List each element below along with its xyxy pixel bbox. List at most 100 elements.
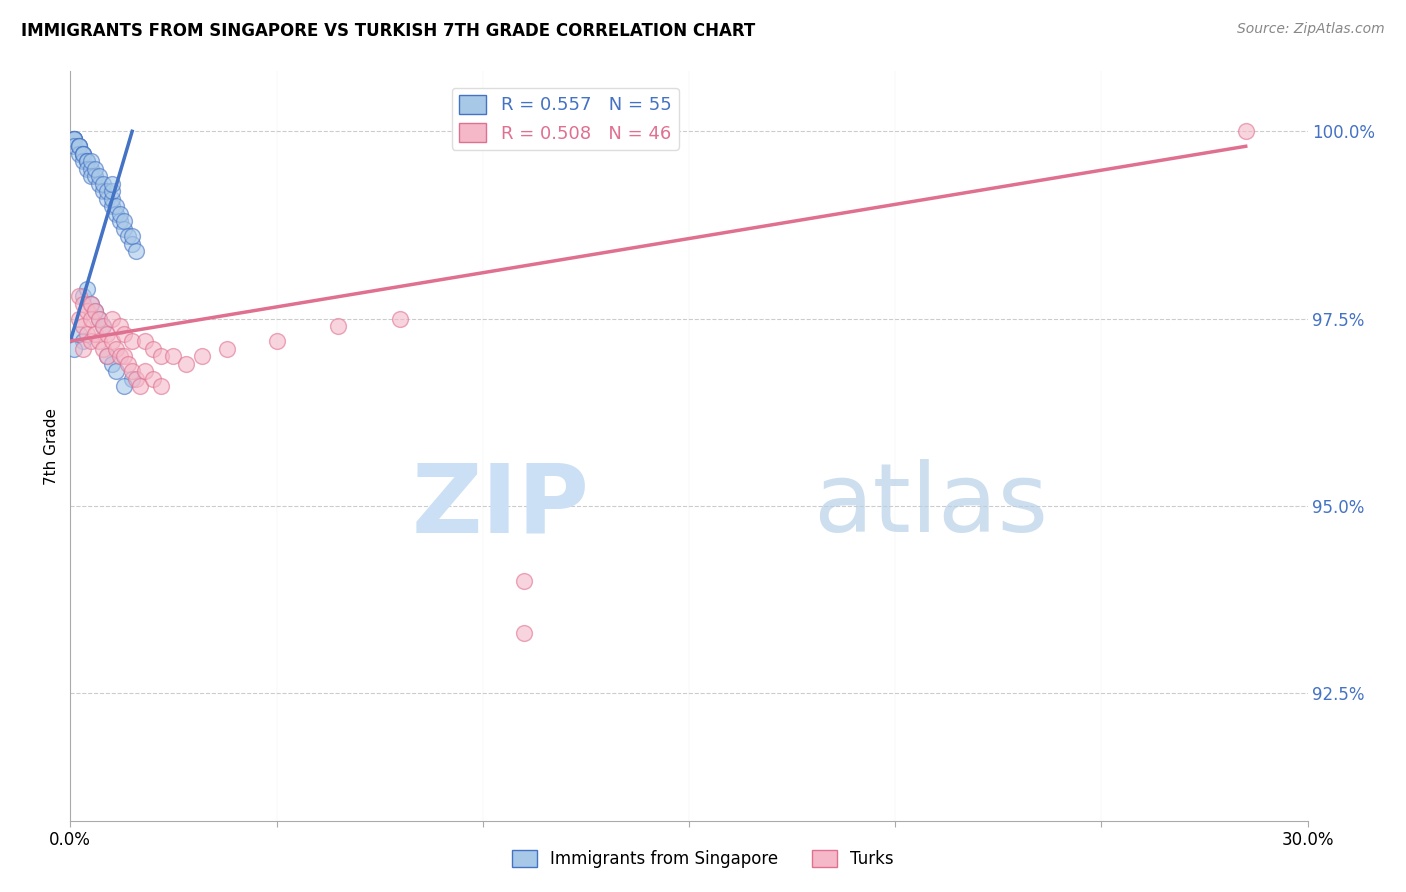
Point: [134, 334, 156, 348]
Point: [63, 342, 86, 356]
Point: [142, 371, 165, 385]
Point: [96, 349, 118, 363]
Point: [150, 349, 173, 363]
Point: [76, 161, 98, 176]
Point: [125, 371, 148, 385]
Point: [89, 334, 111, 348]
Point: [121, 371, 143, 385]
Point: [100, 184, 122, 198]
Point: [96, 184, 118, 198]
Point: [67, 326, 90, 341]
Point: [80, 169, 103, 184]
Point: [72, 319, 94, 334]
Point: [1234, 124, 1257, 138]
Point: [89, 311, 111, 326]
Point: [513, 626, 536, 640]
Point: [150, 379, 173, 393]
Y-axis label: 7th Grade: 7th Grade: [44, 408, 59, 484]
Point: [76, 326, 98, 341]
Point: [112, 379, 135, 393]
Point: [328, 319, 350, 334]
Point: [67, 146, 90, 161]
Point: [100, 334, 122, 348]
Point: [121, 334, 143, 348]
Point: [100, 192, 122, 206]
Point: [91, 184, 114, 198]
Point: [84, 304, 107, 318]
Point: [112, 214, 135, 228]
Point: [91, 319, 114, 334]
Point: [89, 311, 111, 326]
Point: [91, 319, 114, 334]
Point: [112, 221, 135, 235]
Point: [72, 146, 94, 161]
Point: [63, 132, 86, 146]
Text: Source: ZipAtlas.com: Source: ZipAtlas.com: [1237, 22, 1385, 37]
Point: [513, 574, 536, 588]
Point: [191, 349, 214, 363]
Point: [67, 289, 90, 303]
Point: [108, 349, 131, 363]
Point: [129, 379, 152, 393]
Text: atlas: atlas: [813, 459, 1047, 552]
Point: [104, 364, 127, 378]
Point: [108, 319, 131, 334]
Point: [104, 207, 127, 221]
Point: [84, 326, 107, 341]
Point: [91, 177, 114, 191]
Point: [174, 357, 197, 371]
Point: [89, 169, 111, 184]
Point: [80, 161, 103, 176]
Point: [72, 146, 94, 161]
Point: [134, 364, 156, 378]
Point: [89, 177, 111, 191]
Point: [84, 161, 107, 176]
Point: [76, 154, 98, 169]
Point: [72, 334, 94, 348]
Point: [104, 342, 127, 356]
Point: [96, 326, 118, 341]
Point: [100, 177, 122, 191]
Point: [67, 139, 90, 153]
Point: [67, 311, 90, 326]
Legend: Immigrants from Singapore, Turks: Immigrants from Singapore, Turks: [506, 843, 900, 875]
Point: [117, 229, 139, 244]
Text: IMMIGRANTS FROM SINGAPORE VS TURKISH 7TH GRADE CORRELATION CHART: IMMIGRANTS FROM SINGAPORE VS TURKISH 7TH…: [21, 22, 755, 40]
Point: [108, 214, 131, 228]
Point: [80, 311, 103, 326]
Point: [125, 244, 148, 259]
Point: [63, 132, 86, 146]
Point: [91, 342, 114, 356]
Point: [76, 304, 98, 318]
Point: [72, 342, 94, 356]
Point: [100, 357, 122, 371]
Point: [142, 342, 165, 356]
Point: [104, 199, 127, 213]
Point: [162, 349, 184, 363]
Point: [266, 334, 288, 348]
Point: [80, 334, 103, 348]
Point: [108, 207, 131, 221]
Point: [72, 296, 94, 310]
Text: ZIP: ZIP: [412, 459, 591, 552]
Point: [112, 326, 135, 341]
Legend: R = 0.557   N = 55, R = 0.508   N = 46: R = 0.557 N = 55, R = 0.508 N = 46: [451, 88, 679, 150]
Point: [96, 349, 118, 363]
Point: [80, 296, 103, 310]
Point: [76, 154, 98, 169]
Point: [80, 154, 103, 169]
Point: [215, 342, 238, 356]
Point: [117, 357, 139, 371]
Point: [84, 169, 107, 184]
Point: [67, 139, 90, 153]
Point: [121, 229, 143, 244]
Point: [389, 311, 412, 326]
Point: [112, 349, 135, 363]
Point: [80, 296, 103, 310]
Point: [63, 132, 86, 146]
Point: [100, 311, 122, 326]
Point: [76, 282, 98, 296]
Point: [67, 139, 90, 153]
Point: [121, 364, 143, 378]
Point: [63, 132, 86, 146]
